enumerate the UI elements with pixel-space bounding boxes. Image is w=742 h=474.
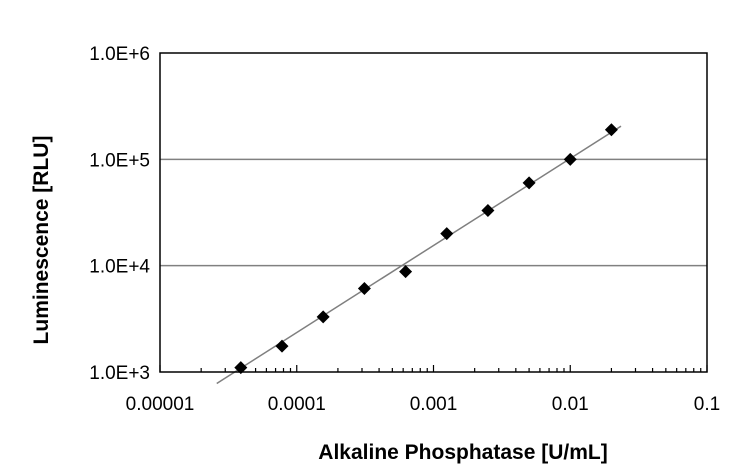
data-point [522, 176, 536, 190]
x-tick-label: 0.0001 [268, 394, 326, 415]
y-axis-title: Luminescence [RLU] [30, 136, 53, 345]
grid-layer [160, 158, 707, 267]
y-tick-label: 1.0E+3 [89, 363, 150, 384]
data-point [604, 123, 618, 137]
power-trendline [216, 125, 622, 385]
y-tick-label: 1.0E+4 [89, 257, 150, 278]
data-point [357, 281, 371, 295]
x-axis-ticks [159, 365, 708, 372]
plot-area-frame [159, 52, 708, 373]
data-points [234, 123, 618, 375]
data-point [563, 152, 577, 166]
data-point [234, 361, 248, 375]
x-tick-label: 0.1 [694, 394, 720, 415]
x-axis-title: Alkaline Phosphatase [U/mL] [318, 441, 607, 464]
data-point [275, 339, 289, 353]
x-tick-label: 0.01 [552, 394, 589, 415]
data-point [399, 265, 413, 279]
data-point [481, 204, 495, 218]
y-tick-label: 1.0E+5 [89, 150, 150, 171]
data-point [316, 310, 330, 324]
x-tick-label: 0.001 [410, 394, 458, 415]
trendline-layer [216, 125, 622, 385]
y-tick-label: 1.0E+6 [89, 44, 150, 65]
x-tick-label: 0.00001 [126, 394, 195, 415]
x-tick-labels: 0.00001 0.0001 0.001 0.01 0.1 [126, 394, 721, 415]
y-tick-labels: 1.0E+3 1.0E+4 1.0E+5 1.0E+6 [89, 44, 150, 384]
data-point [440, 227, 454, 241]
